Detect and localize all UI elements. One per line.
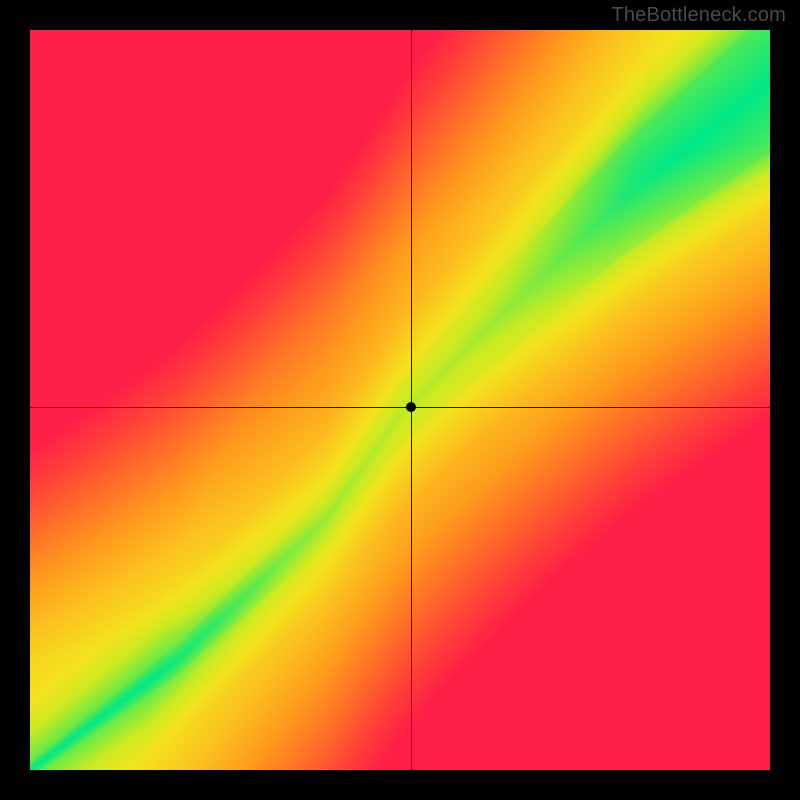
watermark-text: TheBottleneck.com bbox=[611, 4, 786, 27]
operating-point-marker bbox=[406, 402, 416, 412]
heatmap-canvas bbox=[30, 30, 770, 770]
crosshair-horizontal bbox=[30, 407, 770, 408]
crosshair-vertical bbox=[411, 30, 412, 770]
bottleneck-heatmap bbox=[30, 30, 770, 770]
